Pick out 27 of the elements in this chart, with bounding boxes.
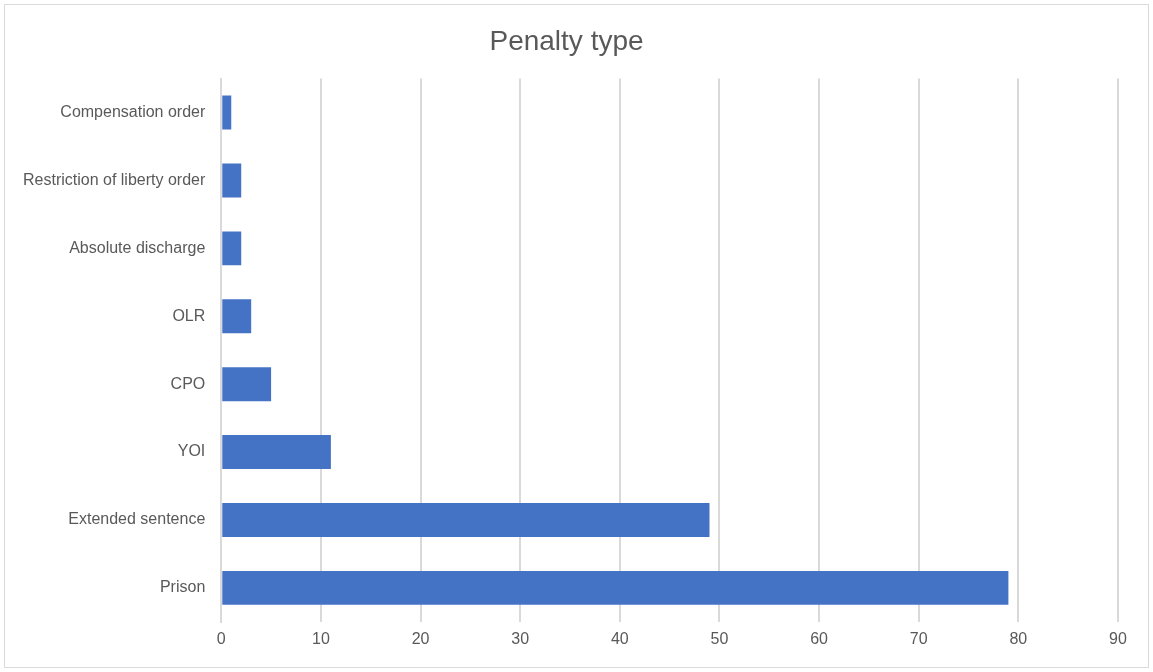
y-tick-label: YOI — [177, 442, 206, 460]
y-tick-label: Prison — [159, 578, 206, 596]
bar — [222, 367, 272, 402]
bar — [222, 95, 232, 130]
bar — [222, 299, 252, 334]
x-tick-label: 50 — [710, 629, 729, 647]
y-tick-label: Extended sentence — [68, 510, 206, 528]
bar — [222, 435, 331, 470]
bar — [222, 502, 710, 537]
bar — [222, 570, 1009, 605]
x-tick-label: 40 — [610, 629, 629, 647]
bar — [222, 163, 242, 198]
y-tick-label: OLR — [172, 306, 206, 324]
x-tick-label: 20 — [411, 629, 430, 647]
y-tick-label: Restriction of liberty order — [22, 170, 206, 188]
y-tick-label: Compensation order — [60, 102, 206, 120]
x-tick-label: 80 — [1009, 629, 1028, 647]
x-tick-label: 60 — [810, 629, 829, 647]
x-tick-label: 30 — [511, 629, 530, 647]
x-tick-label: 90 — [1109, 629, 1127, 647]
x-tick-label: 10 — [312, 629, 330, 647]
y-tick-label: Absolute discharge — [69, 238, 206, 256]
bar — [222, 231, 242, 266]
x-tick-label: 0 — [216, 629, 226, 647]
x-tick-label: 70 — [909, 629, 928, 647]
chart-title: Penalty type — [489, 24, 644, 56]
y-tick-label: CPO — [170, 374, 206, 392]
